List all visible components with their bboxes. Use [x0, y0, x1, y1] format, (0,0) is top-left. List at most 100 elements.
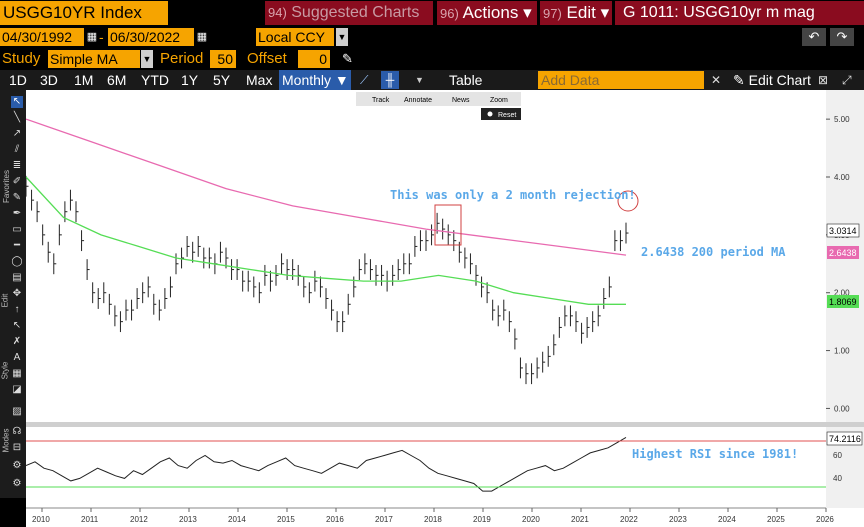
x-tick-label: 2024	[718, 515, 736, 524]
line-chart-icon[interactable]: ⟋	[360, 73, 369, 87]
range-1m[interactable]: 1M	[74, 72, 94, 88]
pencil-icon[interactable]: ✎	[342, 51, 353, 66]
frequency-chevron-icon: ▼	[334, 72, 349, 88]
brush-icon[interactable]: ✐	[12, 176, 22, 187]
add-data-input[interactable]: Add Data	[538, 71, 704, 89]
offset-label: Offset	[247, 50, 287, 67]
date-separator: -	[99, 29, 104, 45]
hatch-tool-icon[interactable]: ▨	[12, 406, 22, 417]
range-max[interactable]: Max	[246, 72, 273, 88]
range-1y[interactable]: 1Y	[181, 72, 199, 88]
end-date-field[interactable]: 06/30/2022	[108, 28, 194, 46]
expand-icon[interactable]: ⤢	[842, 73, 852, 87]
bar-chart-icon[interactable]: ╫	[381, 71, 399, 89]
ma50-flag-bg	[827, 295, 859, 308]
ticker-field[interactable]: USGG10YR Index	[0, 1, 168, 25]
rejection-box	[434, 204, 462, 246]
chart-type-chevron-icon[interactable]: ▼	[415, 75, 424, 85]
ruler-icon[interactable]: ▭	[12, 224, 22, 235]
suggested-charts-label: Suggested Charts	[291, 4, 420, 21]
table-button[interactable]: Table	[449, 72, 483, 88]
frequency-label: Monthly	[282, 72, 332, 88]
actions-menu[interactable]: 96) Actions ▾	[437, 1, 537, 25]
x-tick-label: 2017	[375, 515, 393, 524]
pointer-icon[interactable]: ↖	[11, 96, 23, 108]
line-tool-icon[interactable]: ╲	[13, 112, 21, 123]
x-tick-label: 2020	[522, 515, 540, 524]
label-tool-icon[interactable]: A	[13, 352, 21, 363]
pane-divider[interactable]	[26, 422, 864, 427]
y-tick-label: 1.00	[834, 347, 850, 356]
fib-tool-icon[interactable]: ≣	[12, 160, 22, 171]
x-tick-label: 2023	[669, 515, 687, 524]
study-select[interactable]: Simple MA	[48, 50, 140, 68]
news-button[interactable]: News	[452, 97, 470, 104]
edit-chart-button[interactable]: ✎ Edit Chart	[733, 70, 811, 90]
annotate-button[interactable]: Annotate	[404, 97, 432, 104]
fill-tool-icon[interactable]: ◪	[12, 384, 22, 395]
x-tick-label: 2025	[767, 515, 785, 524]
range-3d[interactable]: 3D	[40, 72, 58, 88]
marker-icon[interactable]: ✎	[12, 192, 22, 203]
currency-select[interactable]: Local CCY	[256, 28, 334, 46]
color-tool-icon[interactable]: ▦	[12, 368, 22, 379]
range-6m[interactable]: 6M	[107, 72, 127, 88]
study-chevron-icon[interactable]: ▼	[141, 50, 153, 68]
tool-settings-icon[interactable]: ⚙	[12, 460, 22, 471]
text-tool-icon[interactable]: ✗	[12, 336, 22, 347]
shapes-icon[interactable]: ▤	[12, 272, 22, 283]
period-input[interactable]: 50	[210, 50, 236, 68]
price-chart[interactable]: Track Annotate News Zoom Reset 5.00 4.00 3…	[26, 90, 864, 527]
ellipse-icon[interactable]: ◯	[11, 256, 23, 267]
reset-button[interactable]: Reset	[498, 112, 516, 119]
range-ytd[interactable]: YTD	[141, 72, 169, 88]
ma200-line	[26, 118, 627, 256]
style-section-label: Style	[0, 361, 10, 380]
settings-cross-icon[interactable]: ✕	[711, 73, 722, 87]
last-price-flag-bg	[826, 223, 860, 238]
compare-icon[interactable]: ⊟	[12, 442, 22, 453]
redo-icon[interactable]: ↷	[830, 28, 854, 46]
favorites-label: Favorites	[1, 170, 11, 203]
zoom-button[interactable]: Zoom	[490, 97, 508, 104]
start-calendar-icon[interactable]: ▦	[86, 31, 98, 43]
modes-section-label: Modes	[1, 428, 11, 453]
x-tick-label: 2026	[816, 515, 834, 524]
arrow-tool-icon[interactable]: ↖	[12, 320, 22, 331]
frequency-select[interactable]: Monthly ▼	[279, 70, 351, 90]
track-button[interactable]: Track	[372, 97, 390, 104]
window-title: G 1011: USGG10yr m mag	[615, 1, 864, 25]
range-5y[interactable]: 5Y	[213, 72, 231, 88]
suggested-charts-number: 94)	[268, 5, 287, 20]
actions-label: Actions	[462, 3, 519, 22]
offset-input[interactable]: 0	[298, 50, 330, 68]
arrow-up-icon[interactable]: ↑	[14, 304, 20, 315]
chart-settings-icon[interactable]: ⊠	[818, 73, 829, 87]
x-tick-label: 2012	[130, 515, 148, 524]
ray-tool-icon[interactable]: ↗	[12, 128, 22, 139]
range-1d[interactable]: 1D	[9, 72, 27, 88]
start-date-field[interactable]: 04/30/1992	[0, 28, 84, 46]
move-icon[interactable]: ✥	[12, 288, 22, 299]
undo-icon[interactable]: ↶	[802, 28, 826, 46]
rejection-annotation: This was only a 2 month rejection!	[390, 188, 636, 202]
horizontal-line-icon[interactable]: ━	[13, 240, 21, 251]
rsi-peak-circle	[617, 190, 639, 212]
x-tick-label: 2019	[473, 515, 491, 524]
drawing-toolbar: ↖ ╲ ↗ ⫽ ≣ ✐ ✎ ✒ ▭ ━ ◯ ▤ ✥ ↑ ↖ ✗ A ▦ ◪ ▨ …	[0, 90, 26, 498]
ma200-flag-bg	[827, 246, 859, 259]
suggested-charts-button[interactable]: 94) Suggested Charts	[265, 1, 433, 25]
edit-menu[interactable]: 97) Edit ▾	[540, 1, 612, 25]
end-calendar-icon[interactable]: ▦	[196, 31, 208, 43]
pen-icon[interactable]: ✒	[12, 208, 22, 219]
y-tick-label: 2.00	[834, 289, 850, 298]
currency-chevron-icon[interactable]: ▼	[336, 28, 348, 46]
edit-number: 97)	[543, 6, 562, 21]
rsi-line	[26, 436, 627, 492]
more-settings-icon[interactable]: ⚙	[12, 478, 22, 489]
magnet-icon[interactable]: ☊	[12, 426, 22, 437]
reset-button-background[interactable]	[481, 108, 521, 120]
x-tick-label: 2018	[424, 515, 442, 524]
x-tick-label: 2021	[571, 515, 589, 524]
channel-tool-icon[interactable]: ⫽	[14, 144, 20, 155]
